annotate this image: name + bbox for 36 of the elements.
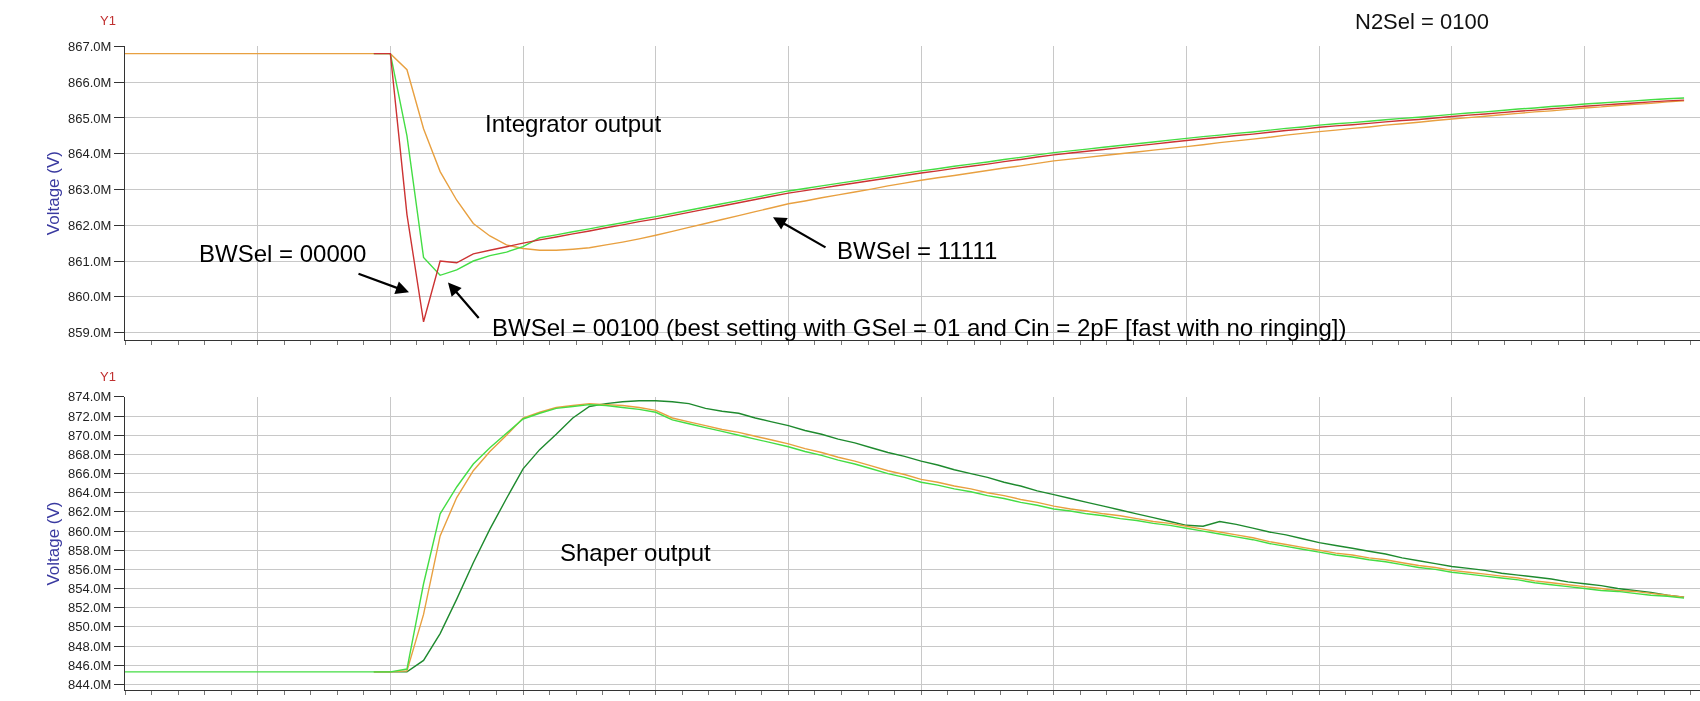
y-tick-label: 866.0M — [68, 466, 112, 482]
line-series — [125, 403, 1685, 673]
y-tick-label: 863.0M — [68, 182, 112, 198]
chart-title: N2Sel = 0100 — [1355, 9, 1489, 34]
y-tick-label: 856.0M — [68, 561, 112, 577]
annotation: BWSel = 00000 — [199, 240, 367, 267]
text: Y1 — [100, 13, 116, 28]
y-tick-label: 868.0M — [68, 446, 112, 462]
y-tick-label: 867.0M — [68, 39, 112, 55]
annotation: Shaper output — [560, 539, 712, 566]
y-tick-label: 861.0M — [68, 253, 112, 269]
y-tick-label: 846.0M — [68, 657, 112, 673]
y-tick-label: 860.0M — [68, 523, 112, 539]
y-axis-title: Voltage (V) — [43, 501, 63, 586]
y-tick-label: 862.0M — [68, 217, 112, 233]
y-tick-label: 854.0M — [68, 581, 112, 597]
y-tick-label: 850.0M — [68, 619, 112, 635]
y-tick-label: 860.0M — [68, 289, 112, 305]
y-tick-label: 865.0M — [68, 110, 112, 126]
y-tick-label: 852.0M — [68, 600, 112, 616]
y-tick-label: 858.0M — [68, 542, 112, 558]
annotation: Integrator output — [485, 110, 662, 137]
y-tick-label: 864.0M — [68, 146, 112, 162]
y-tick-label: 866.0M — [68, 74, 112, 90]
y-axis-title: Voltage (V) — [43, 151, 63, 236]
y-tick-label: 844.0M — [68, 676, 112, 692]
y-tick-label: 872.0M — [68, 408, 112, 424]
y-tick-label: 862.0M — [68, 504, 112, 520]
y-tick-label: 870.0M — [68, 427, 112, 443]
annotation: BWSel = 11111 — [837, 237, 998, 264]
y-tick-label: 859.0M — [68, 325, 112, 341]
y-tick-label: 848.0M — [68, 638, 112, 654]
y-tick-label: 864.0M — [68, 485, 112, 501]
text: Y1 — [100, 369, 116, 384]
annotation: BWSel = 00100 (best setting with GSel = 01 and Cin = 2pF [fast with no ringing]) — [492, 314, 1347, 341]
y-tick-label: 874.0M — [68, 389, 112, 405]
